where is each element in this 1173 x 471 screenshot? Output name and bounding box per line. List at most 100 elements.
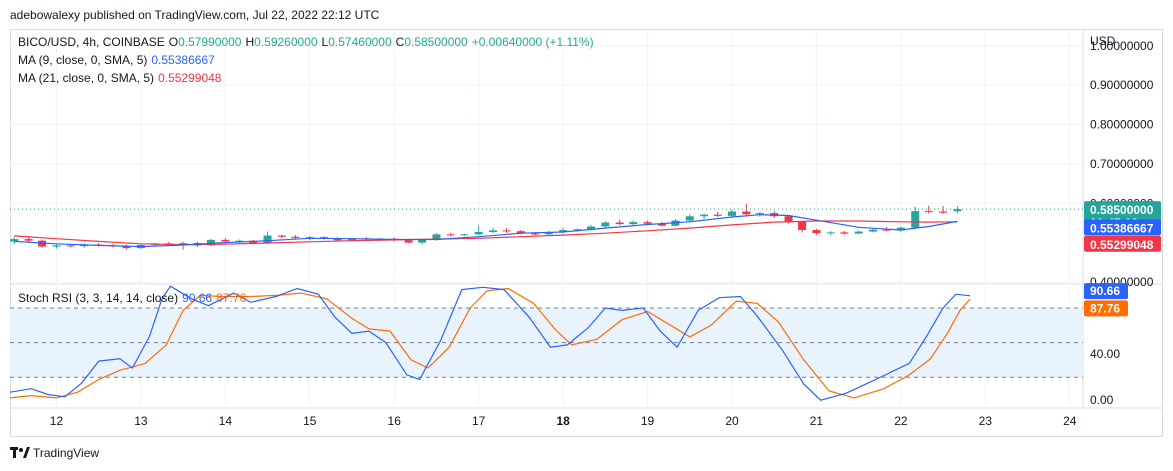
candle-body[interactable] <box>516 231 525 234</box>
candle-body[interactable] <box>10 239 19 242</box>
candle-body[interactable] <box>206 239 215 246</box>
candle-body[interactable] <box>685 216 694 221</box>
open-value: 0.57990000 <box>178 35 242 49</box>
candle-body[interactable] <box>277 235 286 237</box>
x-tick-label: 13 <box>134 414 148 428</box>
ma9-legend[interactable]: MA (9, close, 0, SMA, 5) 0.55386667 <box>18 53 219 67</box>
candle-body[interactable] <box>939 211 948 213</box>
high-label: H <box>245 35 255 49</box>
candle-body[interactable] <box>559 230 568 232</box>
stoch-d-line <box>9 287 971 399</box>
x-tick-label: 15 <box>303 414 317 428</box>
candle-body[interactable] <box>38 240 47 247</box>
stoch-legend[interactable]: Stoch RSI (3, 3, 14, 14, close) 90.66 87.7… <box>18 291 250 305</box>
stoch-k-value: 90.66 <box>182 291 213 305</box>
candle-body[interactable] <box>924 211 933 213</box>
candle-body[interactable] <box>742 211 751 215</box>
ma21-price-tag[interactable] <box>1084 235 1161 252</box>
candle-body[interactable] <box>52 245 61 247</box>
stoch-k-tag[interactable] <box>1084 283 1128 300</box>
stoch-k-line <box>9 285 971 401</box>
candle-body[interactable] <box>911 211 920 228</box>
price-tick-label: 1.00000000 <box>1090 39 1154 53</box>
candle-body[interactable] <box>489 230 498 232</box>
candle-body[interactable] <box>882 229 891 231</box>
candle-body[interactable] <box>586 226 595 230</box>
x-tick-label: 14 <box>219 414 233 428</box>
price-tick-label: 0.80000000 <box>1090 118 1154 132</box>
candle-body[interactable] <box>573 229 582 231</box>
x-tick-label: 24 <box>1063 414 1077 428</box>
candle-body[interactable] <box>953 209 962 212</box>
high-value: 0.59260000 <box>254 35 318 49</box>
tradingview-logo-icon <box>10 447 30 458</box>
price-tick-label: 0.70000000 <box>1090 157 1154 171</box>
candle-body[interactable] <box>221 239 230 242</box>
x-tick-label: 16 <box>388 414 402 428</box>
candle-body[interactable] <box>826 232 835 234</box>
stoch-d-tag[interactable] <box>1084 300 1128 317</box>
candle-body[interactable] <box>784 216 793 222</box>
symbol-title[interactable]: BICO/USD, 4h, COINBASE <box>18 35 165 49</box>
candle-body[interactable] <box>615 222 624 225</box>
candle-body[interactable] <box>249 240 258 244</box>
ma21-label: MA (21, close, 0, SMA, 5) <box>18 71 155 85</box>
footer-brand[interactable]: TradingView <box>10 446 99 460</box>
candle-body[interactable] <box>404 240 413 243</box>
ma9-price-tag[interactable] <box>1084 219 1161 236</box>
candle-body[interactable] <box>869 229 878 232</box>
candle-body[interactable] <box>291 236 300 238</box>
candle-body[interactable] <box>460 234 469 236</box>
candle-body[interactable] <box>601 222 610 227</box>
candle-body[interactable] <box>179 243 188 245</box>
candle-body[interactable] <box>66 245 75 247</box>
x-tick-label: 12 <box>50 414 64 428</box>
candle-body[interactable] <box>446 234 455 236</box>
candle-body[interactable] <box>474 231 483 235</box>
candle-body[interactable] <box>333 238 342 241</box>
candle-body[interactable] <box>24 239 33 241</box>
ma21-value: 0.55299048 <box>158 71 222 85</box>
ma21-price-tag-text: 0.55299048 <box>1090 238 1154 252</box>
x-tick-label: 20 <box>725 414 739 428</box>
candle-body[interactable] <box>263 235 272 244</box>
candle-body[interactable] <box>305 237 314 239</box>
candle-body[interactable] <box>629 222 638 225</box>
candle-body[interactable] <box>502 230 511 232</box>
candle-body[interactable] <box>840 232 849 234</box>
candle-body[interactable] <box>700 214 709 217</box>
candle-body[interactable] <box>531 233 540 235</box>
candle-body[interactable] <box>418 239 427 243</box>
x-tick-label: 22 <box>894 414 908 428</box>
candle-body[interactable] <box>122 246 131 249</box>
x-tick-label: 23 <box>979 414 993 428</box>
stoch-k-tag-text: 90.66 <box>1090 284 1120 298</box>
candle-body[interactable] <box>432 234 441 240</box>
candle-body[interactable] <box>798 221 807 231</box>
candle-body[interactable] <box>896 227 905 231</box>
candle-body[interactable] <box>728 211 736 216</box>
candle-body[interactable] <box>755 213 764 215</box>
x-tick-label: 18 <box>556 414 570 428</box>
ma9-value: 0.55386667 <box>151 53 215 67</box>
candle-body[interactable] <box>657 223 666 226</box>
low-label: L <box>321 35 329 49</box>
candle-body[interactable] <box>643 222 652 224</box>
close-value: 0.58500000 <box>404 35 468 49</box>
candle-body[interactable] <box>544 231 553 235</box>
ma9-price-tag-text: 0.55386667 <box>1090 221 1154 235</box>
candle-body[interactable] <box>713 214 722 216</box>
x-tick-label: 21 <box>810 414 824 428</box>
candle-body[interactable] <box>235 240 244 242</box>
symbol-legend: BICO/USD, 4h, COINBASE O0.57990000 H0.5926… <box>18 35 598 49</box>
candle-body[interactable] <box>812 230 821 234</box>
stoch-d-value: 87.76 <box>216 291 247 305</box>
stoch-label: Stoch RSI (3, 3, 14, 14, close) <box>18 291 179 305</box>
ma21-legend[interactable]: MA (21, close, 0, SMA, 5) 0.55299048 <box>18 71 225 85</box>
candle-body[interactable] <box>854 231 863 234</box>
x-tick-label: 17 <box>472 414 486 428</box>
low-value: 0.57460000 <box>328 35 392 49</box>
close-label: C <box>395 35 405 49</box>
publisher-line: adebowalexy published on TradingView.com… <box>10 8 380 22</box>
